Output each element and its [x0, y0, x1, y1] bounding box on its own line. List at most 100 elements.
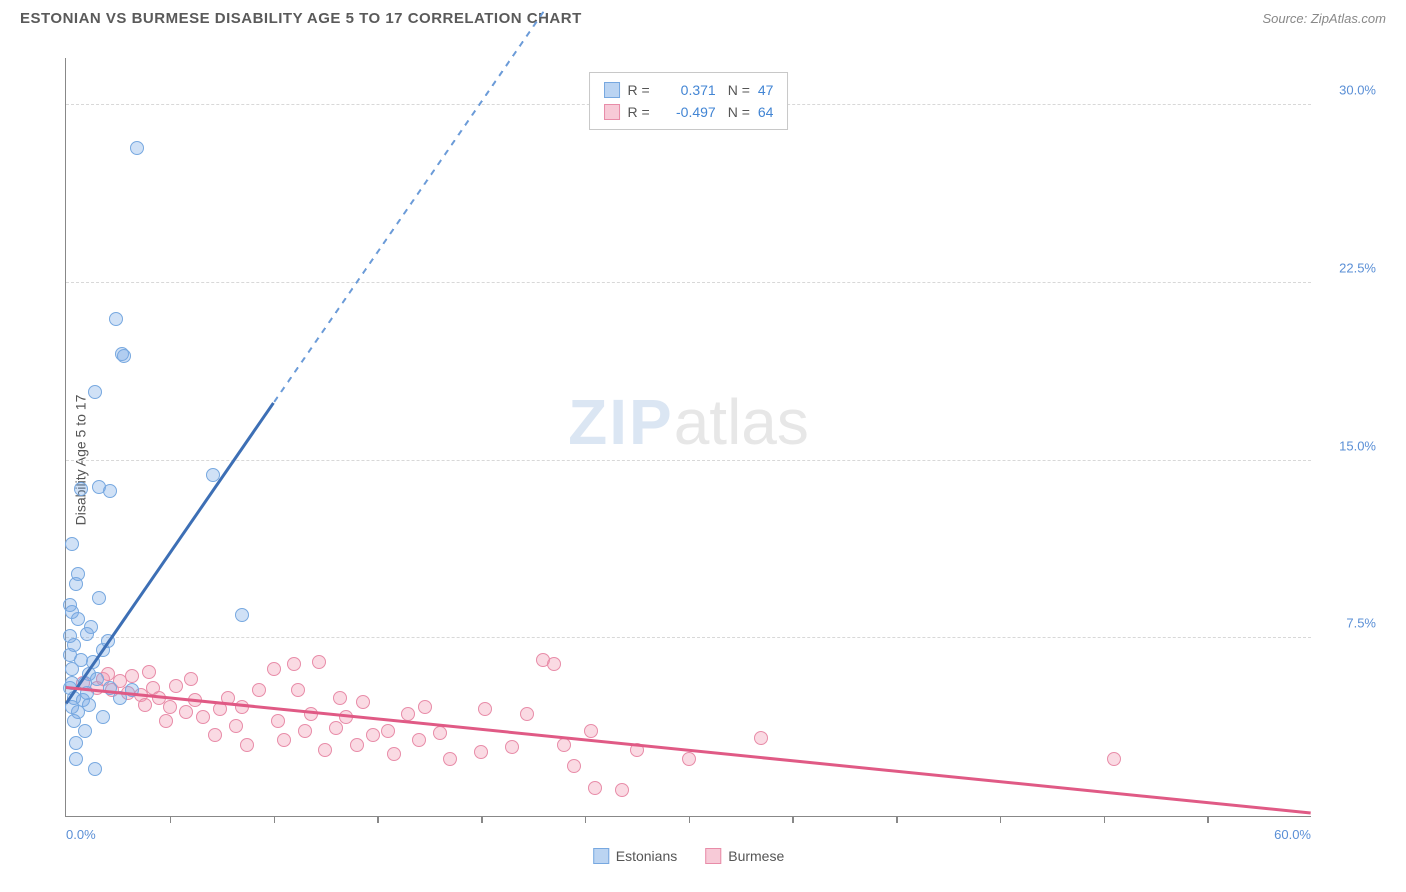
legend-swatch-b: [604, 104, 620, 120]
data-point: [74, 482, 88, 496]
data-point: [615, 783, 629, 797]
data-point: [103, 484, 117, 498]
data-point: [109, 312, 123, 326]
data-point: [240, 738, 254, 752]
xtick: [585, 816, 587, 823]
chart-source: Source: ZipAtlas.com: [1262, 11, 1386, 26]
data-point: [1107, 752, 1121, 766]
data-point: [63, 598, 77, 612]
data-point: [287, 657, 301, 671]
ytick-label: 15.0%: [1339, 438, 1376, 453]
n-value-a: 47: [758, 79, 774, 101]
data-point: [318, 743, 332, 757]
data-point: [433, 726, 447, 740]
legend-swatch-a: [604, 82, 620, 98]
data-point: [117, 349, 131, 363]
data-point: [196, 710, 210, 724]
data-point: [235, 608, 249, 622]
correlation-legend: R = 0.371 N = 47 R = -0.497 N = 64: [589, 72, 789, 130]
data-point: [381, 724, 395, 738]
data-point: [130, 141, 144, 155]
xtick: [377, 816, 379, 823]
data-point: [298, 724, 312, 738]
r-value-a: 0.371: [658, 79, 716, 101]
data-point: [71, 567, 85, 581]
data-point: [277, 733, 291, 747]
data-point: [267, 662, 281, 676]
data-point: [387, 747, 401, 761]
data-point: [291, 683, 305, 697]
xtick: [1104, 816, 1106, 823]
data-point: [88, 762, 102, 776]
trend-line: [65, 402, 275, 704]
data-point: [163, 700, 177, 714]
ytick-label: 30.0%: [1339, 83, 1376, 98]
trend-line: [273, 11, 544, 403]
data-point: [69, 736, 83, 750]
data-point: [567, 759, 581, 773]
data-point: [63, 629, 77, 643]
data-point: [138, 698, 152, 712]
data-point: [69, 752, 83, 766]
data-point: [159, 714, 173, 728]
data-point: [229, 719, 243, 733]
data-point: [478, 702, 492, 716]
data-point: [312, 655, 326, 669]
data-point: [443, 752, 457, 766]
gridline: [66, 637, 1311, 638]
plot-area: ZIPatlas R = 0.371 N = 47 R = -0.497 N =…: [65, 58, 1311, 817]
data-point: [356, 695, 370, 709]
watermark: ZIPatlas: [568, 385, 809, 459]
data-point: [271, 714, 285, 728]
xtick-label: 0.0%: [66, 827, 96, 842]
data-point: [252, 683, 266, 697]
data-point: [474, 745, 488, 759]
data-point: [125, 669, 139, 683]
trend-line: [66, 686, 1311, 814]
data-point: [418, 700, 432, 714]
chart-container: Disability Age 5 to 17 ZIPatlas R = 0.37…: [20, 48, 1386, 872]
data-point: [520, 707, 534, 721]
legend-item-b: Burmese: [705, 848, 784, 864]
data-point: [169, 679, 183, 693]
r-value-b: -0.497: [658, 101, 716, 123]
data-point: [65, 537, 79, 551]
data-point: [88, 385, 102, 399]
legend-row-b: R = -0.497 N = 64: [604, 101, 774, 123]
legend-swatch-a2: [593, 848, 609, 864]
data-point: [80, 627, 94, 641]
data-point: [184, 672, 198, 686]
ytick-label: 22.5%: [1339, 261, 1376, 276]
data-point: [505, 740, 519, 754]
data-point: [67, 714, 81, 728]
gridline: [66, 282, 1311, 283]
data-point: [557, 738, 571, 752]
xtick: [896, 816, 898, 823]
data-point: [366, 728, 380, 742]
n-value-b: 64: [758, 101, 774, 123]
data-point: [179, 705, 193, 719]
data-point: [682, 752, 696, 766]
data-point: [74, 653, 88, 667]
chart-title: ESTONIAN VS BURMESE DISABILITY AGE 5 TO …: [20, 10, 582, 27]
data-point: [333, 691, 347, 705]
xtick: [689, 816, 691, 823]
gridline: [66, 460, 1311, 461]
xtick: [274, 816, 276, 823]
data-point: [588, 781, 602, 795]
xtick: [1000, 816, 1002, 823]
series-legend: Estonians Burmese: [593, 848, 785, 864]
xtick: [1207, 816, 1209, 823]
data-point: [235, 700, 249, 714]
data-point: [96, 710, 110, 724]
xtick: [481, 816, 483, 823]
data-point: [754, 731, 768, 745]
data-point: [584, 724, 598, 738]
data-point: [142, 665, 156, 679]
xtick: [792, 816, 794, 823]
data-point: [208, 728, 222, 742]
xtick-label: 60.0%: [1274, 827, 1311, 842]
data-point: [92, 591, 106, 605]
data-point: [350, 738, 364, 752]
ytick-label: 7.5%: [1346, 616, 1376, 631]
